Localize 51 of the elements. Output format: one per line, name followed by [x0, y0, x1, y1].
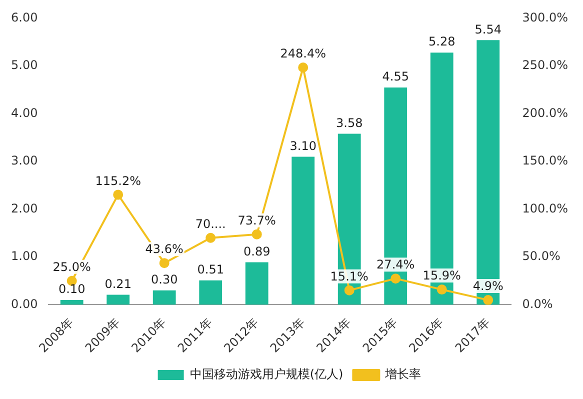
- y-tick-label: 6.00: [11, 10, 38, 24]
- data-label: 25.0%: [52, 260, 91, 274]
- data-label: 5.54: [474, 22, 502, 36]
- data-label: 15.9%: [422, 268, 461, 283]
- point: [252, 229, 262, 240]
- data-label: 0.89: [243, 244, 270, 258]
- data-label: 5.28: [428, 34, 456, 49]
- point: [344, 285, 354, 296]
- point: [113, 190, 124, 200]
- point: [390, 274, 401, 284]
- data-label: 115.2%: [95, 174, 141, 188]
- data-label: 4.55: [382, 70, 409, 84]
- y-tick-label: 3.00: [11, 154, 38, 168]
- data-label: 0.51: [197, 262, 224, 277]
- y2-tick-label: 300.0%: [522, 10, 568, 24]
- y-tick-label: 1.00: [11, 249, 38, 264]
- point: [298, 62, 308, 72]
- point: [206, 232, 216, 243]
- y2-tick-label: 50.0%: [522, 249, 560, 264]
- legend-label: 中国移动游戏用户规模(亿人): [190, 367, 344, 382]
- point: [159, 258, 170, 268]
- data-label: 43.6%: [145, 242, 184, 256]
- data-label: 248.4%: [280, 46, 326, 61]
- y-tick-label: 4.00: [11, 106, 38, 120]
- data-label: 4.9%: [472, 279, 504, 294]
- data-label: 0.30: [150, 272, 178, 287]
- data-label: 3.58: [336, 116, 363, 130]
- y-tick-label: 5.00: [11, 58, 38, 72]
- y2-tick-label: 0.0%: [522, 296, 553, 311]
- legend-label: 增长率: [384, 367, 422, 382]
- y2-tick-label: 250.0%: [522, 58, 568, 72]
- y-tick-label: 0.00: [11, 296, 38, 311]
- bar: [292, 156, 315, 305]
- bar: [152, 290, 176, 305]
- bar: [245, 262, 268, 305]
- y2-tick-label: 150.0%: [522, 154, 568, 168]
- y2-tick-label: 100.0%: [522, 201, 568, 216]
- data-label: 70....: [195, 217, 226, 232]
- y2-tick-label: 200.0%: [522, 106, 568, 120]
- data-label: 3.10: [290, 138, 316, 153]
- data-label: 0.21: [104, 276, 132, 291]
- bar: [199, 280, 222, 305]
- bar: [106, 294, 130, 305]
- data-label: 0.10: [58, 282, 86, 296]
- data-label: 15.1%: [330, 269, 368, 284]
- data-label: 73.7%: [238, 213, 276, 228]
- y-tick-label: 2.00: [11, 201, 38, 216]
- point: [436, 284, 447, 295]
- data-label: 27.4%: [376, 258, 415, 272]
- bar: [60, 300, 84, 305]
- point: [483, 295, 494, 305]
